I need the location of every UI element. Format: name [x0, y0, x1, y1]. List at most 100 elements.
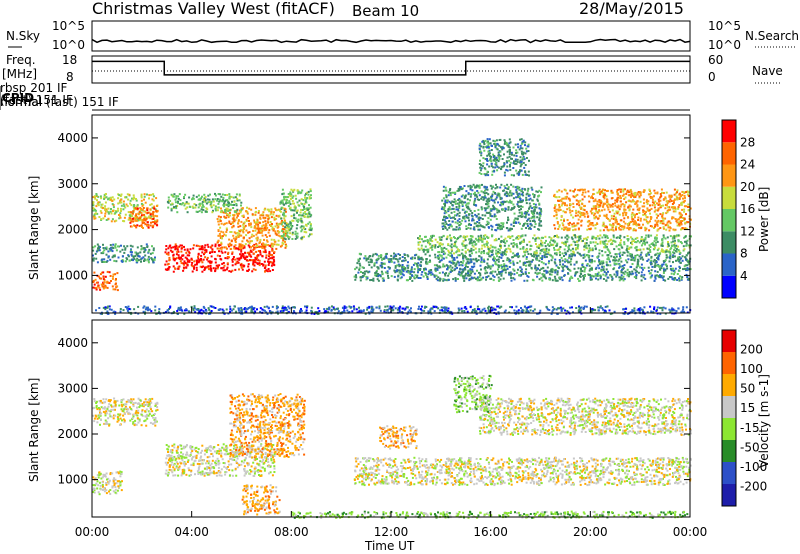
data-cell	[224, 203, 227, 206]
data-cell	[156, 224, 159, 227]
data-cell	[580, 268, 582, 271]
data-cell	[687, 221, 690, 224]
data-cell	[288, 201, 291, 204]
data-cell	[569, 260, 572, 263]
data-cell	[674, 210, 677, 213]
data-cell	[107, 197, 110, 200]
data-cell	[668, 194, 671, 197]
data-cell	[543, 248, 546, 251]
data-cell	[571, 247, 574, 250]
data-cell	[474, 237, 477, 240]
data-cell	[522, 255, 525, 258]
data-cell	[430, 271, 433, 274]
data-cell	[497, 201, 500, 204]
data-cell	[603, 192, 606, 195]
data-cell	[245, 229, 248, 232]
data-cell	[180, 262, 183, 265]
data-cell	[224, 216, 226, 219]
data-cell	[616, 274, 619, 277]
data-cell	[623, 241, 626, 244]
nave-tick-low: 0	[708, 70, 716, 84]
data-cell	[438, 256, 441, 259]
data-cell	[260, 231, 263, 234]
data-cell	[538, 269, 541, 272]
data-cell	[451, 255, 453, 258]
data-cell	[581, 193, 584, 196]
data-cell	[671, 237, 674, 240]
data-cell	[542, 236, 544, 239]
data-cell	[625, 201, 628, 204]
data-cell	[374, 272, 377, 274]
data-cell	[471, 270, 474, 273]
data-cell	[404, 268, 407, 271]
data-cell	[197, 253, 200, 256]
data-cell	[220, 195, 223, 198]
data-cell	[595, 238, 598, 241]
data-cell	[151, 252, 154, 255]
data-cell	[466, 260, 469, 263]
data-cell	[654, 237, 657, 240]
data-cell	[448, 260, 451, 263]
data-cell	[551, 270, 554, 273]
data-cell	[127, 255, 130, 258]
data-cell	[627, 194, 630, 197]
data-cell	[444, 204, 446, 207]
data-cell	[419, 241, 422, 244]
data-cell	[592, 200, 595, 203]
data-cell	[498, 210, 501, 213]
data-cell	[507, 186, 510, 189]
data-cell	[97, 275, 100, 278]
data-cell	[605, 261, 608, 264]
data-cell	[473, 199, 476, 202]
data-cell	[673, 237, 676, 240]
data-cell	[592, 235, 595, 238]
data-cell	[135, 205, 138, 208]
data-cell	[524, 211, 527, 213]
data-cell	[466, 274, 469, 277]
data-cell	[639, 219, 642, 222]
data-cell	[471, 252, 473, 255]
data-cell	[430, 269, 433, 271]
data-cell	[504, 200, 507, 203]
data-cell	[458, 221, 461, 224]
data-cell	[152, 210, 155, 213]
data-cell	[458, 201, 461, 204]
data-cell	[229, 209, 231, 212]
data-cell	[278, 230, 281, 233]
data-cell	[218, 200, 221, 203]
data-cell	[560, 256, 563, 259]
data-cell	[186, 260, 189, 263]
data-cell	[582, 256, 585, 259]
data-cell	[501, 254, 504, 257]
data-cell	[661, 243, 664, 246]
data-cell	[538, 218, 541, 221]
data-cell	[555, 253, 558, 256]
data-cell	[506, 259, 509, 262]
data-cell	[406, 264, 409, 267]
data-cell	[489, 184, 492, 187]
data-cell	[266, 240, 269, 243]
data-cell	[393, 269, 396, 272]
data-cell	[264, 264, 267, 267]
data-cell	[112, 273, 115, 276]
freq-tick-high: 18	[62, 53, 77, 67]
data-cell	[681, 259, 684, 262]
data-cell	[568, 244, 571, 247]
data-cell	[533, 219, 536, 222]
data-cell	[659, 264, 662, 267]
data-cell	[240, 250, 243, 253]
data-cell	[188, 254, 191, 257]
data-cell	[119, 212, 122, 215]
data-cell	[103, 281, 106, 284]
data-cell	[662, 219, 665, 222]
data-cell	[545, 255, 548, 258]
data-cell	[413, 271, 416, 274]
data-cell	[463, 275, 466, 278]
data-cell	[226, 257, 229, 260]
data-cell	[530, 266, 533, 269]
data-cell	[95, 281, 98, 284]
data-cell	[675, 244, 678, 247]
data-cell	[631, 240, 634, 243]
data-cell	[667, 241, 669, 243]
data-cell	[614, 199, 617, 202]
